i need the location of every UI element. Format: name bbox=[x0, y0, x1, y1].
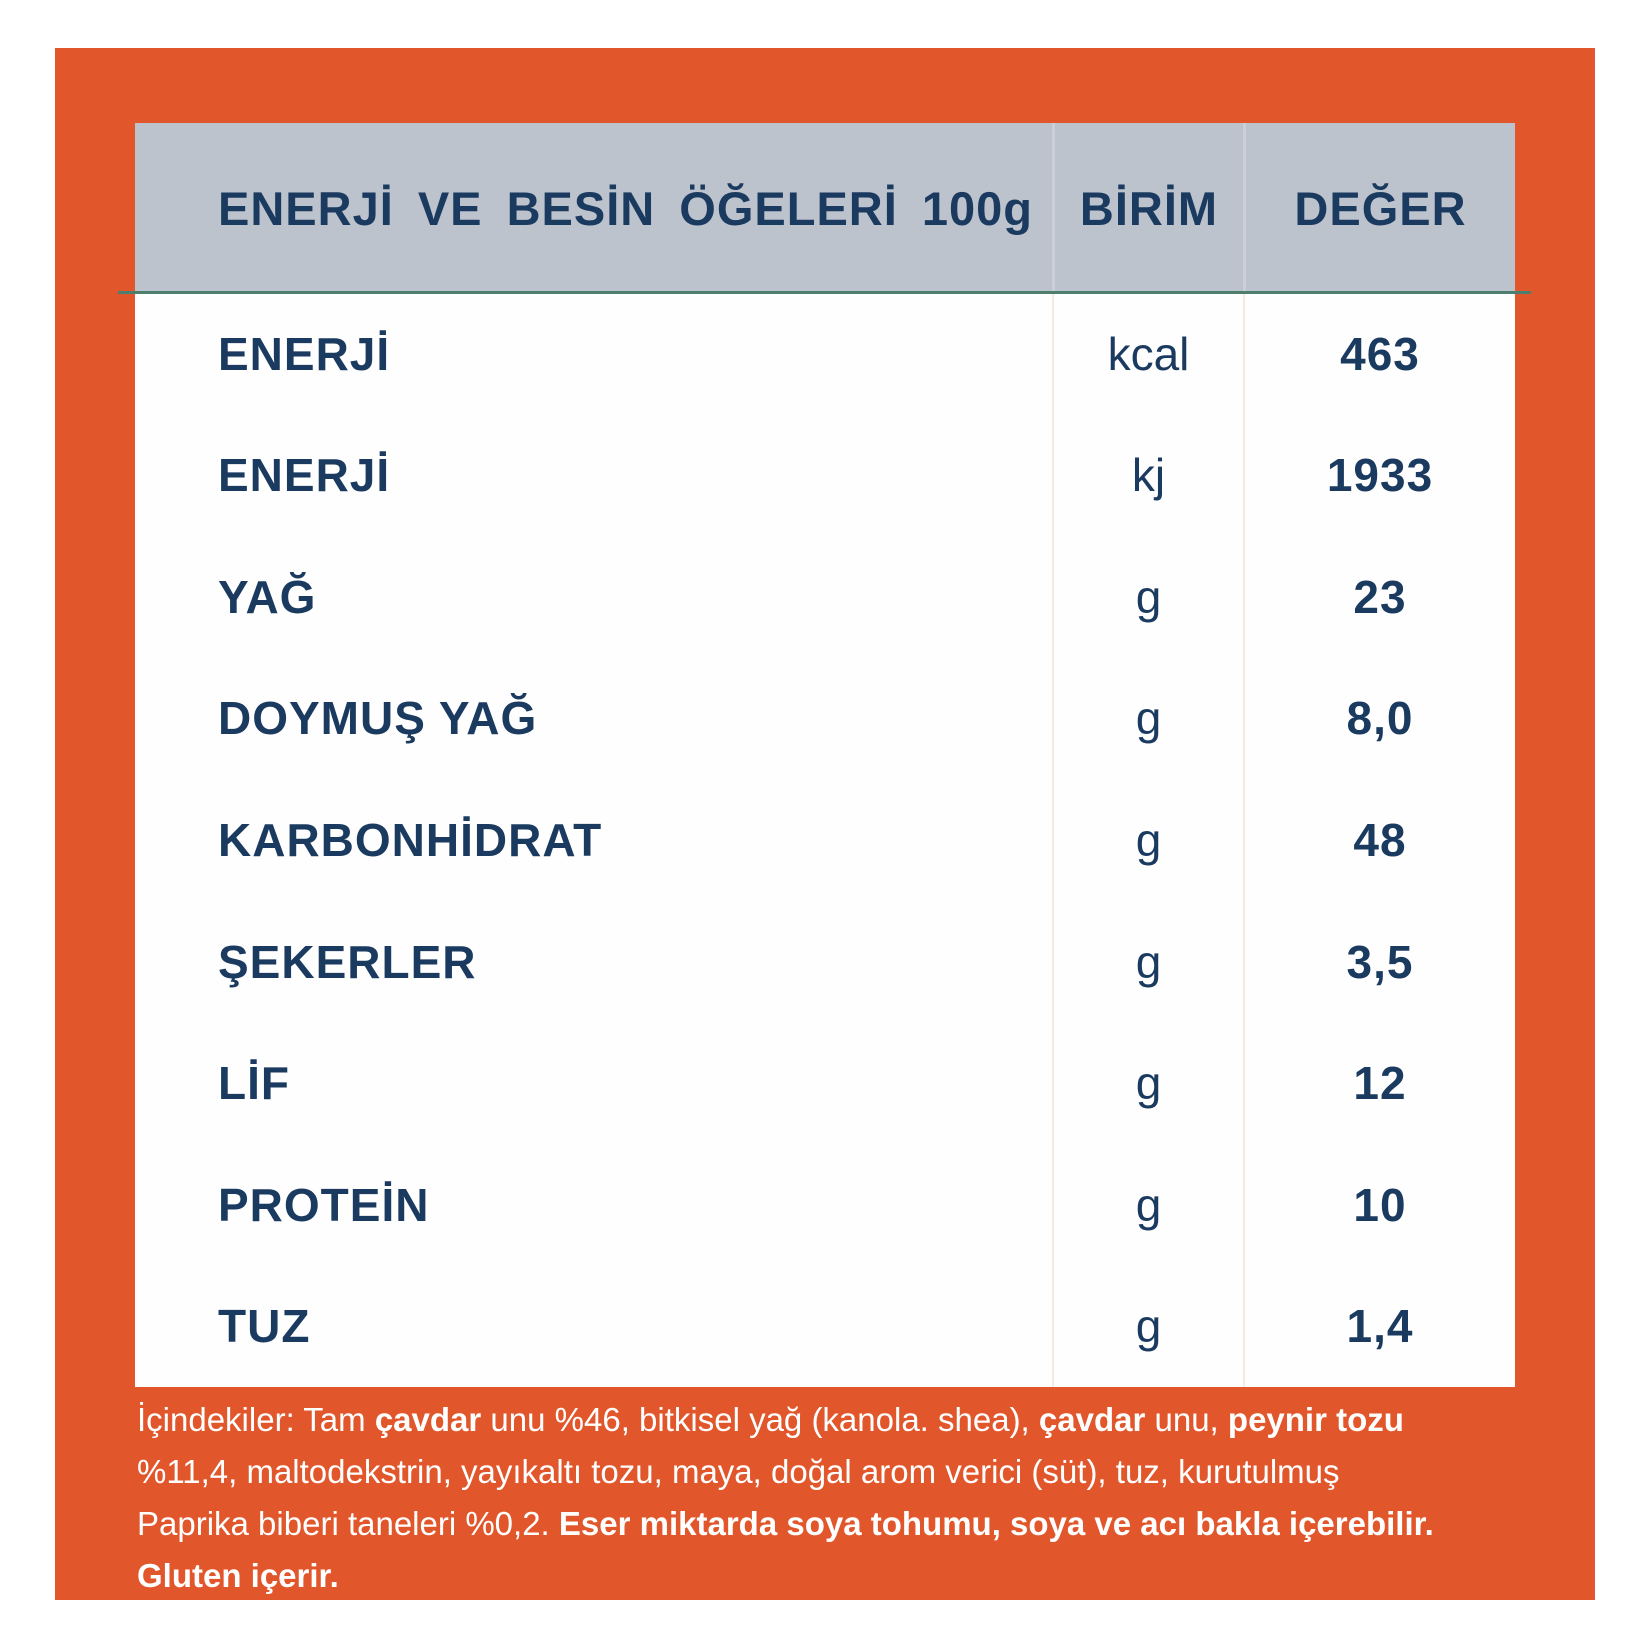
row-unit: g bbox=[1052, 536, 1243, 658]
ingredients-segment-bold: Eser miktarda soya tohumu, soya ve acı b… bbox=[558, 1505, 1434, 1542]
row-label: DOYMUŞ YAĞ bbox=[218, 692, 538, 745]
row-label: ENERJİ bbox=[218, 327, 391, 380]
table-row: ENERJİ kcal 463 bbox=[135, 293, 1515, 415]
ingredients-segment: Paprika biberi taneleri %0,2. bbox=[137, 1505, 559, 1542]
row-value: 23 bbox=[1243, 536, 1515, 658]
table-row: ŞEKERLER g 3,5 bbox=[135, 900, 1515, 1023]
ingredients-segment: unu, bbox=[1145, 1401, 1228, 1438]
row-value: 8,0 bbox=[1243, 657, 1515, 780]
row-unit: kj bbox=[1052, 414, 1243, 537]
ingredients-segment: unu %46, bitkisel yağ (kanola. shea), bbox=[481, 1401, 1039, 1438]
table-header-row: ENERJİ VE BESİN ÖĞELERİ 100g BİRİM DEĞER bbox=[135, 123, 1515, 293]
row-unit: g bbox=[1052, 779, 1243, 901]
row-unit: g bbox=[1052, 657, 1243, 780]
nutrition-table: ENERJİ VE BESİN ÖĞELERİ 100g BİRİM DEĞER… bbox=[135, 123, 1515, 1388]
orange-frame: ENERJİ VE BESİN ÖĞELERİ 100g BİRİM DEĞER… bbox=[55, 48, 1595, 1600]
table-row: TUZ g 1,4 bbox=[135, 1265, 1515, 1388]
row-value: 12 bbox=[1243, 1022, 1515, 1144]
ingredients-text: İçindekiler: Tam çavdar unu %46, bitkise… bbox=[137, 1394, 1577, 1602]
table-row: ENERJİ kj 1933 bbox=[135, 414, 1515, 537]
ingredients-line: Paprika biberi taneleri %0,2. Eser mikta… bbox=[137, 1498, 1577, 1550]
row-value: 10 bbox=[1243, 1143, 1515, 1266]
row-value: 3,5 bbox=[1243, 900, 1515, 1023]
table-row: YAĞ g 23 bbox=[135, 536, 1515, 658]
row-label: YAĞ bbox=[218, 570, 317, 623]
ingredients-segment: İçindekiler: Tam bbox=[137, 1401, 375, 1438]
table-row: DOYMUŞ YAĞ g 8,0 bbox=[135, 657, 1515, 780]
header-value-column: DEĞER bbox=[1243, 123, 1515, 293]
row-unit: g bbox=[1052, 1143, 1243, 1266]
row-label: ŞEKERLER bbox=[218, 935, 477, 988]
row-value: 48 bbox=[1243, 779, 1515, 901]
table-row: LİF g 12 bbox=[135, 1022, 1515, 1144]
row-label: ENERJİ bbox=[218, 449, 391, 502]
row-value: 1933 bbox=[1243, 414, 1515, 537]
row-value: 1,4 bbox=[1243, 1265, 1515, 1388]
header-divider-line bbox=[118, 291, 1531, 294]
table-body: ENERJİ kcal 463 ENERJİ kj 1933 YAĞ g 23 … bbox=[135, 293, 1515, 1388]
row-unit: g bbox=[1052, 1022, 1243, 1144]
ingredients-segment-bold: peynir tozu bbox=[1227, 1401, 1404, 1438]
ingredients-segment-bold: çavdar bbox=[1038, 1401, 1146, 1438]
header-unit-column: BİRİM bbox=[1052, 123, 1243, 293]
row-label: PROTEİN bbox=[218, 1178, 430, 1231]
ingredients-segment-bold: çavdar bbox=[374, 1401, 482, 1438]
row-unit: g bbox=[1052, 1265, 1243, 1388]
ingredients-line: İçindekiler: Tam çavdar unu %46, bitkise… bbox=[137, 1394, 1577, 1446]
ingredients-line: Gluten içerir. bbox=[137, 1550, 1577, 1602]
row-label: KARBONHİDRAT bbox=[218, 814, 603, 867]
ingredients-segment-bold: Gluten içerir. bbox=[137, 1557, 339, 1594]
row-label: LİF bbox=[218, 1057, 290, 1110]
row-unit: g bbox=[1052, 900, 1243, 1023]
row-unit: kcal bbox=[1052, 293, 1243, 415]
ingredients-line: %11,4, maltodekstrin, yayıkaltı tozu, ma… bbox=[137, 1446, 1577, 1498]
header-title: ENERJİ VE BESİN ÖĞELERİ 100g bbox=[218, 181, 1033, 235]
table-row: KARBONHİDRAT g 48 bbox=[135, 779, 1515, 901]
row-value: 463 bbox=[1243, 293, 1515, 415]
row-label: TUZ bbox=[218, 1300, 311, 1353]
ingredients-segment: %11,4, maltodekstrin, yayıkaltı tozu, ma… bbox=[137, 1453, 1340, 1490]
table-row: PROTEİN g 10 bbox=[135, 1143, 1515, 1266]
